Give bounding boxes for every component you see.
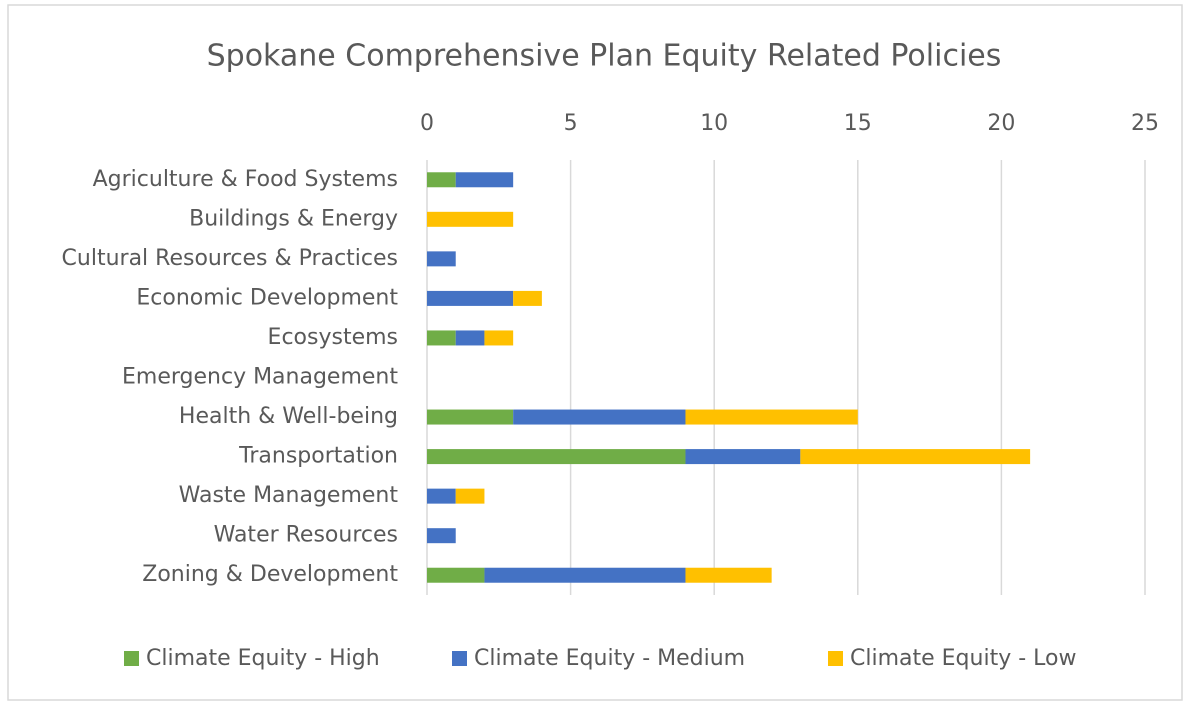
- bar-segment: [427, 567, 485, 583]
- bar-segment: [427, 409, 514, 425]
- bar-segment: [427, 211, 514, 227]
- y-tick-label: Ecosystems: [268, 325, 398, 350]
- y-tick-label: Zoning & Development: [142, 562, 398, 587]
- bar-segment: [427, 488, 456, 504]
- y-tick-label: Cultural Resources & Practices: [62, 246, 398, 271]
- bar-segment: [427, 290, 514, 306]
- bar-segment: [800, 449, 1031, 465]
- legend-label: Climate Equity - Low: [850, 646, 1076, 671]
- y-tick-label: Agriculture & Food Systems: [93, 167, 398, 192]
- x-tick-label: 20: [987, 111, 1015, 136]
- chart-frame: [7, 4, 1183, 701]
- y-tick-label: Waste Management: [179, 483, 399, 508]
- x-tick-label: 0: [420, 111, 434, 136]
- bar-segment: [427, 449, 686, 465]
- bar-segment: [513, 290, 542, 306]
- y-tick-label: Emergency Management: [122, 365, 398, 390]
- y-tick-label: Buildings & Energy: [189, 206, 398, 231]
- bar-segment: [685, 409, 858, 425]
- bar-segment: [427, 172, 456, 188]
- y-tick-label: Health & Well-being: [179, 404, 398, 429]
- bar-segment: [427, 528, 456, 544]
- bar-segment: [455, 488, 485, 504]
- x-tick-label: 10: [700, 111, 728, 136]
- y-tick-label: Water Resources: [214, 523, 398, 548]
- legend-label: Climate Equity - Medium: [474, 646, 745, 671]
- bar-segment: [513, 409, 686, 425]
- legend-swatch: [452, 651, 467, 666]
- bar-segment: [455, 172, 514, 188]
- x-tick-label: 15: [844, 111, 872, 136]
- bar-segment: [685, 567, 772, 583]
- x-tick-label: 25: [1131, 111, 1159, 136]
- y-tick-label: Economic Development: [136, 285, 398, 310]
- bar-segment: [455, 330, 485, 346]
- bar-segment: [427, 330, 456, 346]
- legend-swatch: [828, 651, 843, 666]
- y-tick-label: Transportation: [238, 444, 398, 469]
- bar-segment: [427, 251, 456, 267]
- bar-segment: [484, 330, 514, 346]
- chart-title: Spokane Comprehensive Plan Equity Relate…: [207, 39, 1002, 74]
- bar-segment: [484, 567, 686, 583]
- x-tick-label: 5: [564, 111, 578, 136]
- legend-label: Climate Equity - High: [146, 646, 380, 671]
- legend-swatch: [124, 651, 139, 666]
- bar-segment: [685, 449, 801, 465]
